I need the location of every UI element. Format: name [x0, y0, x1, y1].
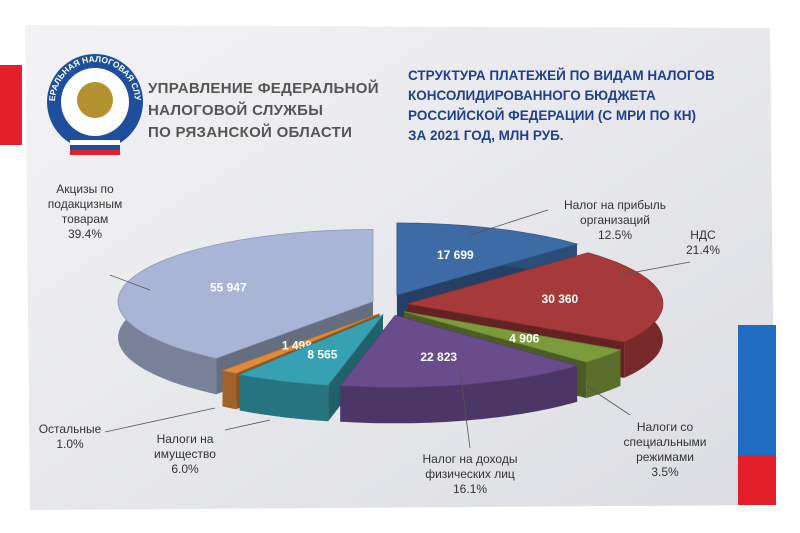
value-label: 4 906 [509, 331, 539, 345]
org-line: НАЛОГОВОЙ СЛУЖБЫ [148, 102, 324, 119]
blue-bar [738, 325, 776, 455]
title-line: КОНСОЛИДИРОВАННОГО БЮДЖЕТА [408, 88, 656, 103]
category-label: НДС [690, 228, 716, 242]
leader-line [619, 261, 691, 276]
title-line: СТРУКТУРА ПЛАТЕЖЕЙ ПО ВИДАМ НАЛОГОВ [408, 68, 715, 83]
percent-label: 21.4% [685, 243, 721, 257]
leader-line [469, 209, 549, 236]
title-line: РОССИЙСКОЙ ФЕДЕРАЦИИ (С МРИ ПО КН) [408, 108, 697, 123]
percent-label: 16.1% [452, 482, 488, 496]
percent-label: 3.5% [651, 465, 679, 479]
org-line: УПРАВЛЕНИЕ ФЕДЕРАЛЬНОЙ [148, 80, 379, 97]
leader-line [584, 384, 631, 416]
category-label: Остальные [38, 422, 102, 436]
red-bar [738, 455, 776, 505]
slice [403, 311, 622, 363]
value-label: 8 565 [307, 348, 337, 362]
value-label: 22 823 [420, 350, 457, 364]
category-label: Налог на прибыль организаций [563, 198, 667, 227]
percent-label: 6.0% [171, 462, 199, 476]
value-label: 30 360 [542, 292, 579, 306]
category-label: Акцизы по подакцизным товарам [47, 182, 123, 226]
percent-label: 39.4% [67, 227, 103, 241]
slice [221, 313, 380, 374]
title-line: ЗА 2021 ГОД, МЛН РУБ. [408, 128, 564, 143]
slice-side [239, 374, 329, 422]
value-label: 17 699 [437, 248, 474, 262]
slice [396, 222, 579, 296]
org-line: ПО РЯЗАНСКОЙ ОБЛАСТИ [148, 124, 353, 141]
leader-line [459, 369, 471, 449]
slice-side [340, 365, 578, 424]
flag-blue [70, 145, 120, 150]
red-bar [0, 65, 22, 145]
value-label: 55 947 [210, 280, 247, 294]
slice [339, 314, 579, 388]
slice [117, 229, 374, 359]
category-label: Налог на доходы физических лиц [422, 452, 518, 481]
leader-line [224, 419, 271, 431]
slice-side [222, 370, 237, 410]
percent-label: 1.0% [56, 437, 84, 451]
flag-red [70, 150, 120, 155]
percent-label: 12.5% [597, 228, 633, 242]
emblem [77, 82, 113, 118]
category-label: Налоги со специальными режимами [623, 420, 707, 464]
category-label: Налоги на имущество [154, 432, 216, 461]
leader-line [104, 407, 216, 433]
slice [407, 252, 664, 343]
flag-white [70, 140, 120, 145]
slice [238, 313, 385, 386]
leader-line [109, 274, 151, 291]
slice-side [586, 349, 621, 399]
